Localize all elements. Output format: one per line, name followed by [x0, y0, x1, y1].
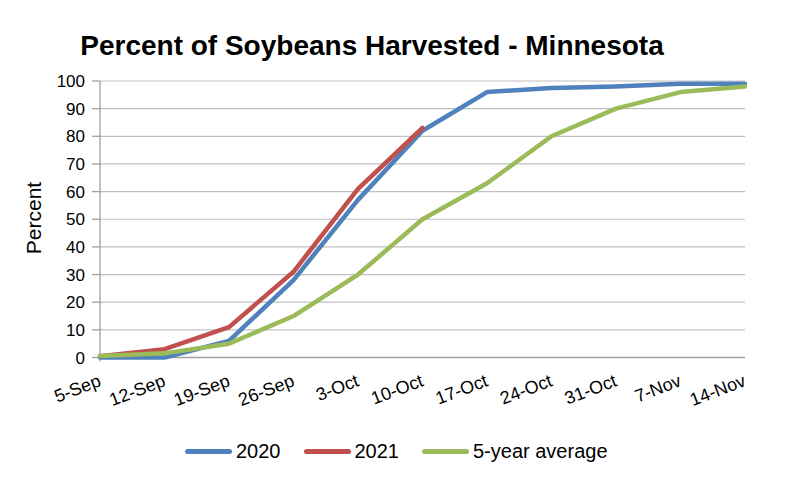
y-tick-label: 80: [66, 127, 85, 146]
x-tick-label: 10-Oct: [368, 371, 426, 409]
x-tick-label: 12-Sep: [107, 371, 168, 410]
x-tick-label: 19-Sep: [171, 371, 232, 410]
legend-item: 5-year average: [422, 441, 608, 461]
x-tick-label: 24-Oct: [497, 371, 555, 409]
x-tick-label: 3-Oct: [313, 371, 361, 405]
series-line-2021: [100, 128, 423, 356]
chart-canvas: Percent of Soybeans Harvested - Minnesot…: [0, 0, 797, 495]
x-tick-label: 31-Oct: [562, 371, 620, 409]
y-tick-label: 100: [57, 72, 85, 91]
y-tick-label: 50: [66, 210, 85, 229]
y-tick-label: 40: [66, 238, 85, 257]
legend-item: 2021: [304, 441, 400, 461]
y-tick-label: 30: [66, 266, 85, 285]
legend-item: 2020: [185, 441, 281, 461]
legend-label: 2020: [236, 441, 281, 461]
x-tick-label: 26-Sep: [236, 371, 297, 410]
legend-line-swatch: [304, 449, 351, 454]
legend-label: 5-year average: [473, 441, 608, 461]
y-tick-label: 20: [66, 293, 85, 312]
legend-label: 2021: [355, 441, 400, 461]
x-tick-label: 7-Nov: [632, 371, 684, 407]
x-tick-label: 17-Oct: [433, 371, 491, 409]
y-tick-label: 10: [66, 321, 85, 340]
plot-area: 01020304050607080901005-Sep12-Sep19-Sep2…: [0, 0, 797, 495]
legend-line-swatch: [185, 449, 232, 454]
legend: 2020 2021 5-year average: [185, 441, 608, 461]
y-tick-label: 60: [66, 183, 85, 202]
x-tick-label: 14-Nov: [687, 371, 748, 410]
legend-line-swatch: [422, 449, 469, 454]
y-tick-label: 0: [76, 349, 85, 368]
x-tick-label: 5-Sep: [51, 371, 103, 407]
y-tick-label: 70: [66, 155, 85, 174]
y-tick-label: 90: [66, 100, 85, 119]
